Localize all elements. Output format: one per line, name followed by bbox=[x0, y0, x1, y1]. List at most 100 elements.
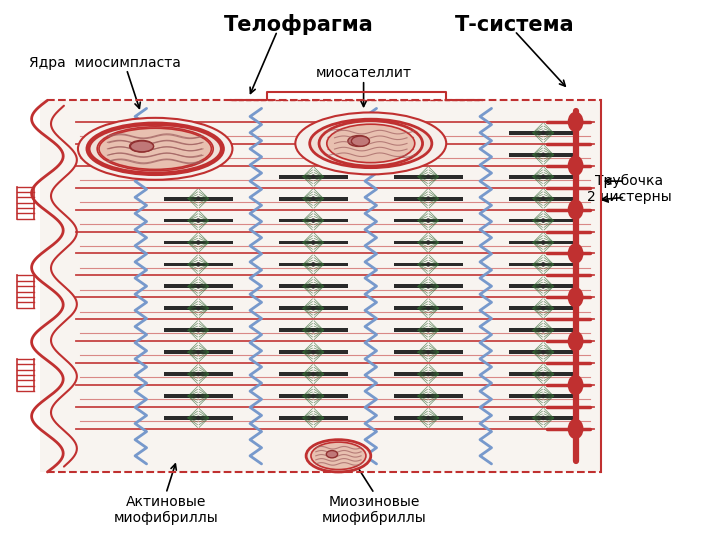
Bar bbox=[394, 241, 463, 245]
Bar bbox=[394, 306, 463, 310]
Ellipse shape bbox=[311, 328, 315, 333]
Bar bbox=[394, 394, 463, 398]
Ellipse shape bbox=[87, 123, 223, 174]
Ellipse shape bbox=[319, 121, 423, 166]
Ellipse shape bbox=[426, 328, 431, 333]
Bar bbox=[394, 175, 463, 179]
Bar bbox=[394, 285, 463, 288]
Ellipse shape bbox=[567, 375, 583, 395]
Ellipse shape bbox=[567, 418, 583, 439]
Bar bbox=[164, 328, 233, 332]
Bar bbox=[164, 306, 233, 310]
Bar bbox=[40, 100, 600, 472]
Ellipse shape bbox=[311, 174, 315, 179]
Ellipse shape bbox=[197, 394, 200, 399]
Ellipse shape bbox=[311, 262, 315, 267]
Ellipse shape bbox=[426, 262, 431, 267]
Text: Миозиновые
миофибриллы: Миозиновые миофибриллы bbox=[322, 495, 427, 525]
Ellipse shape bbox=[311, 306, 315, 310]
Ellipse shape bbox=[99, 128, 212, 170]
Text: миосателлит: миосателлит bbox=[315, 66, 412, 80]
Ellipse shape bbox=[319, 123, 423, 164]
Bar bbox=[164, 372, 233, 376]
Ellipse shape bbox=[311, 372, 315, 376]
Ellipse shape bbox=[351, 136, 369, 146]
Ellipse shape bbox=[197, 306, 200, 310]
Bar bbox=[509, 372, 577, 376]
Bar bbox=[164, 285, 233, 288]
Bar bbox=[394, 328, 463, 332]
Bar bbox=[164, 394, 233, 398]
Ellipse shape bbox=[327, 124, 415, 163]
Ellipse shape bbox=[197, 416, 200, 420]
Ellipse shape bbox=[567, 112, 583, 132]
Bar bbox=[394, 262, 463, 266]
Bar bbox=[279, 372, 348, 376]
Ellipse shape bbox=[311, 416, 315, 420]
Bar bbox=[164, 219, 233, 222]
Bar bbox=[279, 394, 348, 398]
Ellipse shape bbox=[426, 306, 431, 310]
Bar bbox=[509, 241, 577, 245]
Bar bbox=[394, 219, 463, 222]
Ellipse shape bbox=[426, 284, 431, 288]
Ellipse shape bbox=[426, 218, 431, 223]
Bar bbox=[164, 241, 233, 245]
Bar bbox=[509, 306, 577, 310]
Ellipse shape bbox=[541, 152, 545, 157]
Bar bbox=[279, 285, 348, 288]
Bar bbox=[509, 394, 577, 398]
Ellipse shape bbox=[541, 174, 545, 179]
Bar bbox=[164, 262, 233, 266]
Bar bbox=[509, 328, 577, 332]
Ellipse shape bbox=[348, 136, 369, 146]
Ellipse shape bbox=[197, 350, 200, 354]
Ellipse shape bbox=[541, 394, 545, 399]
Ellipse shape bbox=[311, 284, 315, 288]
Bar bbox=[279, 219, 348, 222]
Ellipse shape bbox=[567, 287, 583, 308]
Ellipse shape bbox=[426, 372, 431, 376]
Bar bbox=[394, 372, 463, 376]
Ellipse shape bbox=[311, 394, 315, 399]
Bar bbox=[279, 306, 348, 310]
Ellipse shape bbox=[197, 372, 200, 376]
Ellipse shape bbox=[567, 199, 583, 220]
Text: Актиновые
миофибриллы: Актиновые миофибриллы bbox=[114, 495, 218, 525]
Ellipse shape bbox=[311, 197, 315, 201]
Ellipse shape bbox=[426, 240, 431, 245]
Ellipse shape bbox=[97, 127, 213, 171]
Text: Трубочка: Трубочка bbox=[595, 174, 664, 188]
Ellipse shape bbox=[541, 350, 545, 354]
Ellipse shape bbox=[311, 442, 366, 470]
Ellipse shape bbox=[426, 174, 431, 179]
Bar bbox=[509, 350, 577, 354]
Ellipse shape bbox=[197, 328, 200, 333]
Text: Ядра  миосимпласта: Ядра миосимпласта bbox=[29, 56, 181, 70]
Ellipse shape bbox=[541, 328, 545, 333]
Bar bbox=[164, 197, 233, 200]
Ellipse shape bbox=[541, 372, 545, 376]
Bar bbox=[509, 197, 577, 200]
Ellipse shape bbox=[541, 306, 545, 310]
Ellipse shape bbox=[311, 350, 315, 354]
Bar bbox=[509, 219, 577, 222]
Bar bbox=[509, 131, 577, 135]
Ellipse shape bbox=[197, 218, 200, 223]
Bar bbox=[509, 153, 577, 157]
Ellipse shape bbox=[541, 218, 545, 223]
Text: Т-система: Т-система bbox=[455, 15, 575, 35]
Ellipse shape bbox=[130, 141, 153, 152]
Ellipse shape bbox=[567, 331, 583, 352]
Text: 2 цистерны: 2 цистерны bbox=[587, 190, 672, 204]
Ellipse shape bbox=[541, 197, 545, 201]
Bar bbox=[279, 241, 348, 245]
Ellipse shape bbox=[541, 240, 545, 245]
Ellipse shape bbox=[567, 243, 583, 264]
Ellipse shape bbox=[295, 112, 446, 174]
Ellipse shape bbox=[541, 416, 545, 420]
Ellipse shape bbox=[326, 450, 338, 458]
Bar bbox=[394, 350, 463, 354]
Ellipse shape bbox=[541, 262, 545, 267]
Bar bbox=[279, 175, 348, 179]
